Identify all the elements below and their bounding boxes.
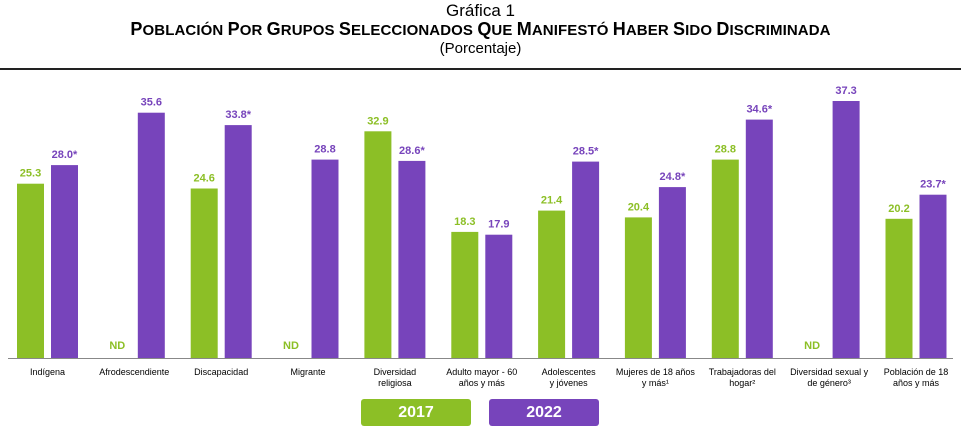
data-label-2022-8: 34.6* <box>746 104 772 116</box>
bar-2022-2 <box>224 125 252 358</box>
category-label-4: Diversidad religiosa <box>374 367 417 388</box>
bar-2022-0 <box>51 165 78 358</box>
data-label-2017-5: 18.3 <box>454 216 475 228</box>
data-label-2017-8: 28.8 <box>715 144 736 156</box>
data-label-2022-4: 28.6* <box>399 145 425 157</box>
bar-2017-8 <box>711 159 739 358</box>
chart-subtitle: (Porcentaje) <box>439 40 522 57</box>
data-label-2017-6: 21.4 <box>541 195 563 207</box>
data-label-2022-1: 35.6 <box>141 97 162 109</box>
bar-2022-1 <box>137 112 165 358</box>
chart-title: POBLACIÓN POR GRUPOS SELECCIONADOS QUE M… <box>130 19 831 40</box>
data-label-2022-7: 24.8* <box>660 171 686 183</box>
data-label-2022-10: 23.7* <box>920 179 946 191</box>
data-label-2022-0: 28.0* <box>52 149 78 161</box>
data-label-2022-5: 17.9 <box>488 219 509 231</box>
bar-2017-4 <box>364 131 392 358</box>
data-label-2017-9: ND <box>804 340 820 352</box>
category-label-5: Adulto mayor - 60 años y más <box>446 367 517 388</box>
legend-item-2017: 2017 <box>361 399 471 426</box>
category-label-7: Mujeres de 18 años y más¹ <box>616 367 696 388</box>
bar-2022-4 <box>398 160 426 358</box>
bar-2017-2 <box>190 188 218 358</box>
bar-2017-6 <box>538 210 566 358</box>
category-label-6: Adolescentes y jóvenes <box>542 367 597 388</box>
data-label-2017-7: 20.4 <box>628 201 650 213</box>
category-label-1: Afrodescendiente <box>99 367 169 377</box>
data-label-2017-10: 20.2 <box>888 203 909 215</box>
bar-2022-5 <box>485 234 513 358</box>
bar-2022-9 <box>832 101 860 358</box>
category-label-0: Indígena <box>30 367 65 377</box>
category-label-10: Población de 18 años y más <box>884 367 949 388</box>
data-label-2017-4: 32.9 <box>367 115 388 127</box>
bar-2017-0 <box>17 183 44 358</box>
bar-2022-8 <box>745 119 773 358</box>
data-label-2022-6: 28.5* <box>573 146 599 158</box>
bar-2022-3 <box>311 159 339 358</box>
category-label-8: Trabajadoras del hogar² <box>709 367 776 388</box>
bar-2022-10 <box>919 194 947 358</box>
chart-header: Gráfica 1 POBLACIÓN POR GRUPOS SELECCION… <box>0 0 961 57</box>
header-divider <box>0 68 961 70</box>
category-label-9: Diversidad sexual y de género³ <box>790 367 869 388</box>
bar-2022-7 <box>658 187 686 358</box>
figure-number: Gráfica 1 <box>446 1 515 20</box>
bar-2022-6 <box>572 161 600 358</box>
data-label-2022-2: 33.8* <box>225 109 251 121</box>
data-label-2022-3: 28.8 <box>314 144 335 156</box>
data-label-2017-0: 25.3 <box>20 168 41 180</box>
category-label-3: Migrante <box>290 367 325 377</box>
bar-2017-7 <box>624 217 652 358</box>
bar-2017-5 <box>451 231 479 358</box>
legend-item-2022: 2022 <box>489 399 599 426</box>
category-label-2: Discapacidad <box>194 367 248 377</box>
data-label-2022-9: 37.3 <box>835 85 856 97</box>
data-label-2017-2: 24.6 <box>193 173 214 185</box>
data-label-2017-1: ND <box>109 340 125 352</box>
data-label-2017-3: ND <box>283 340 299 352</box>
bar-2017-10 <box>885 218 913 358</box>
